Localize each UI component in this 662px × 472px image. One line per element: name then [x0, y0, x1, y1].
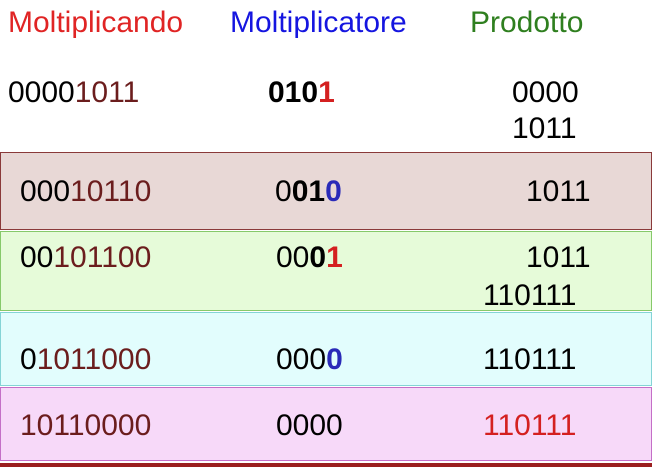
step-band-3 — [0, 312, 652, 386]
row-2-product-line-1: 1011 — [526, 241, 591, 274]
row-1-multiplicand: 00010110 — [20, 177, 151, 207]
row-0-product-line-1: 0000 — [512, 76, 579, 109]
multiplier-middle: 01 — [291, 175, 326, 208]
multiplicand-prefix: 0000 — [8, 76, 75, 109]
multiplicand-prefix: 0 — [20, 343, 37, 376]
row-4-multiplicand: 10110000 — [20, 411, 151, 441]
multiplier-middle: 0 — [309, 241, 327, 274]
row-2-multiplier: 0001 — [276, 243, 343, 273]
row-2-product-line-2: 110111 — [483, 279, 577, 312]
row-1-product-line-1: 1011 — [526, 175, 591, 208]
row-2-multiplicand: 00101100 — [20, 243, 151, 273]
row-4-multiplier: 0000 — [276, 411, 343, 441]
header-multiplier: Moltiplicatore — [230, 6, 407, 39]
row-0-multiplicand: 00001011 — [8, 78, 139, 108]
multiplicand-bits: 10110 — [70, 175, 152, 208]
multiplier-current-bit: 1 — [318, 76, 335, 109]
row-3-product-line-1: 110111 — [483, 343, 577, 376]
row-0-multiplier: 0101 — [268, 78, 335, 108]
header-product: Prodotto — [470, 6, 584, 39]
step-band-1 — [0, 152, 652, 230]
row-3-multiplier: 0000 — [276, 345, 343, 375]
multiplier-current-bit: 0 — [325, 175, 342, 208]
row-1-multiplier: 0010 — [275, 177, 342, 207]
multiplier-current-bit: 1 — [326, 241, 343, 274]
bottom-rule — [0, 463, 652, 467]
header-multiplicand: Moltiplicando — [8, 6, 184, 39]
multiplicand-bits: 10110000 — [20, 409, 152, 442]
step-band-4 — [0, 387, 652, 461]
row-4-product-final: 110111 — [483, 409, 577, 442]
multiplier-current-bit: 0 — [326, 343, 343, 376]
multiplier-done: 000 — [276, 343, 327, 376]
multiplier-done: 0000 — [276, 409, 343, 442]
multiplicand-prefix: 000 — [20, 175, 71, 208]
row-3-multiplicand: 01011000 — [20, 345, 151, 375]
multiplicand-bits: 1011 — [74, 76, 140, 109]
multiplicand-prefix: 00 — [20, 241, 54, 274]
multiplier-done: 010 — [268, 76, 319, 109]
multiplicand-bits: 1011000 — [36, 343, 152, 376]
row-0-product-line-2: 1011 — [512, 112, 577, 145]
multiplier-done: 0 — [275, 175, 292, 208]
multiplicand-bits: 101100 — [53, 241, 152, 274]
multiplier-done: 00 — [276, 241, 310, 274]
step-band-2 — [0, 231, 652, 311]
